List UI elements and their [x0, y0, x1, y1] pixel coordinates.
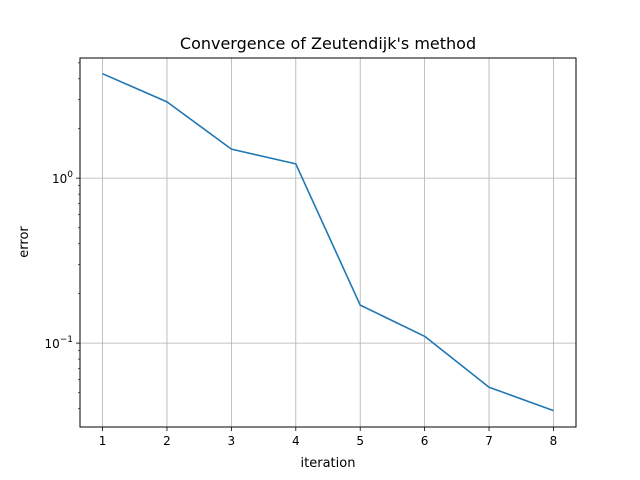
series-layer	[102, 72, 554, 412]
x-tick-label: 6	[421, 434, 429, 448]
chart-title: Convergence of Zeutendijk's method	[180, 34, 476, 53]
y-axis-label: error	[17, 226, 32, 258]
x-tick-label: 8	[550, 434, 558, 448]
x-tick-label: 5	[356, 434, 364, 448]
y-tick-label: 10−1	[44, 335, 73, 351]
x-tick-label: 1	[99, 434, 107, 448]
x-tick-label: 4	[292, 434, 300, 448]
plot-frame	[79, 57, 577, 428]
x-tick-label: 3	[228, 434, 236, 448]
x-tick-label: 2	[163, 434, 171, 448]
error-series-line	[102, 72, 554, 412]
x-tick-label: 7	[485, 434, 493, 448]
grid-lines	[80, 58, 576, 427]
tick-layer: 1 2 3 4 5 6 7 8 10−1 100	[44, 62, 558, 448]
y-tick-label: 100	[52, 170, 73, 186]
x-axis-label: iteration	[301, 456, 356, 471]
